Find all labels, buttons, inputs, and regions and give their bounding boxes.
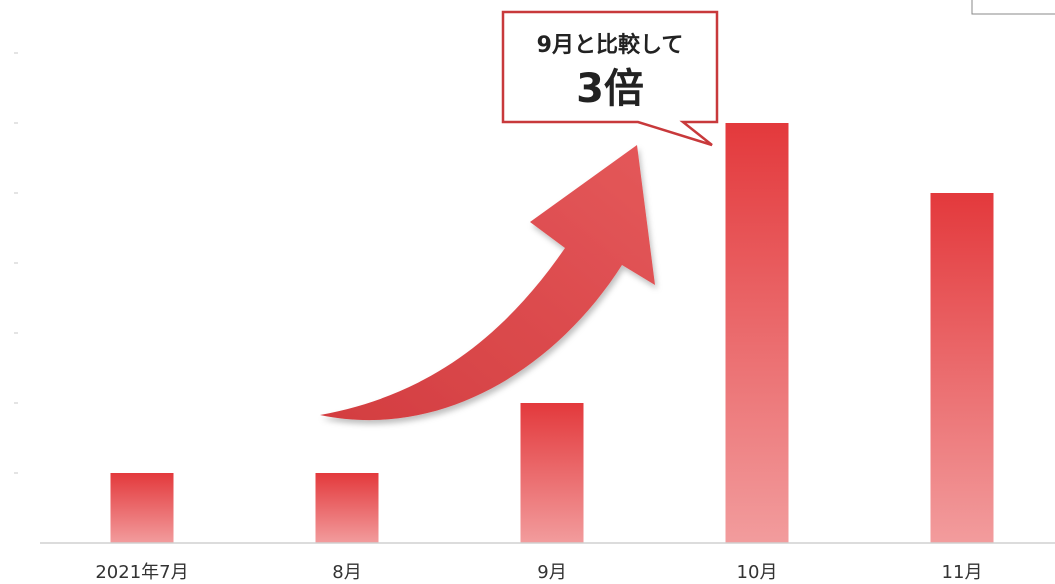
y-axis-ticks — [14, 52, 18, 474]
growth-arrow-icon — [320, 145, 655, 421]
bars — [110, 123, 994, 543]
bar-0 — [110, 473, 174, 543]
bar-3 — [725, 123, 789, 543]
x-tick-label-4: 11月 — [942, 562, 983, 583]
corner-box — [971, 0, 1055, 15]
x-tick-label-1: 8月 — [332, 562, 361, 583]
callout-bubble — [501, 10, 719, 147]
bar-1 — [315, 473, 379, 543]
x-tick-label-3: 10月 — [737, 562, 778, 583]
bar-4 — [930, 193, 994, 543]
x-axis-labels: 2021年7月 8月 9月 10月 11月 — [95, 562, 982, 583]
x-tick-label-2: 9月 — [537, 562, 566, 583]
callout-text-line1: 9月と比較して — [537, 32, 684, 58]
bar-2 — [520, 403, 584, 543]
callout-text-line2: 3倍 — [576, 66, 644, 112]
x-tick-label-0: 2021年7月 — [95, 562, 188, 583]
